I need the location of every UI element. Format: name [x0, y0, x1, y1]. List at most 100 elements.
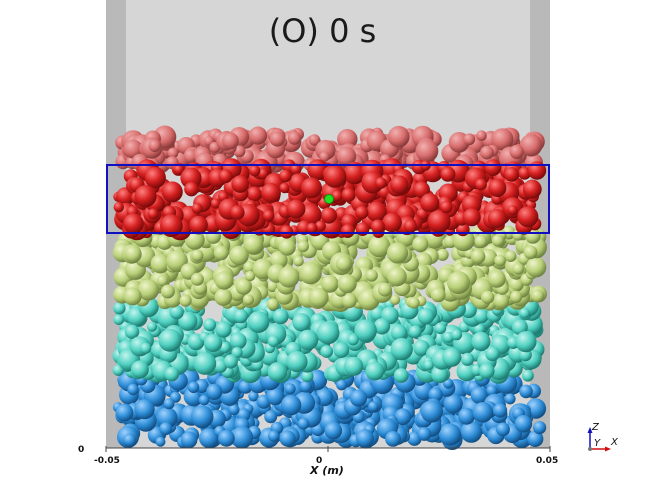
particle — [323, 165, 347, 188]
particle — [180, 431, 198, 449]
particle — [333, 342, 350, 358]
particle — [440, 200, 453, 214]
layer-lime — [112, 224, 547, 312]
particle — [413, 181, 431, 199]
particle — [242, 294, 254, 306]
particle — [458, 407, 475, 425]
particle — [413, 339, 430, 357]
particle — [473, 308, 489, 324]
particle — [229, 332, 247, 350]
particle — [515, 331, 537, 353]
particle — [471, 331, 491, 351]
particle — [292, 313, 311, 332]
particle — [297, 417, 310, 430]
particle — [344, 356, 364, 376]
particle — [509, 290, 523, 303]
particle — [430, 287, 446, 303]
particle — [386, 242, 409, 264]
particle — [173, 164, 184, 175]
particle — [507, 205, 518, 216]
particle-bed — [112, 125, 547, 450]
particle — [123, 433, 137, 447]
particle — [246, 186, 262, 202]
particle — [390, 175, 409, 194]
particle — [144, 167, 166, 189]
particle — [266, 280, 279, 293]
particle — [420, 193, 440, 213]
particle — [514, 415, 533, 433]
particle — [440, 166, 456, 182]
particle — [470, 386, 488, 404]
particle — [456, 361, 477, 382]
particle — [159, 422, 173, 436]
particle — [519, 134, 543, 157]
particle — [394, 408, 412, 426]
particle — [248, 391, 259, 402]
particle — [504, 167, 519, 182]
particle — [299, 262, 322, 285]
particle — [266, 387, 284, 406]
particle — [336, 379, 348, 391]
particle — [365, 269, 378, 282]
particle — [403, 219, 417, 233]
particle — [481, 290, 495, 304]
particle — [301, 370, 314, 383]
frame-title: (O) 0 s — [268, 12, 377, 50]
particle — [496, 422, 510, 437]
particle — [319, 151, 330, 162]
particle — [134, 185, 157, 208]
particle — [485, 346, 500, 362]
particle — [137, 279, 159, 301]
particle — [389, 294, 401, 305]
particle — [223, 354, 238, 369]
particle — [249, 164, 261, 177]
selection-box[interactable] — [106, 164, 550, 234]
center-marker[interactable] — [324, 194, 334, 204]
particle — [123, 287, 142, 306]
particle — [199, 428, 219, 448]
particle — [156, 275, 168, 287]
particle — [293, 255, 304, 267]
particle — [518, 166, 531, 180]
particle — [264, 410, 278, 424]
particle — [341, 188, 356, 202]
particle — [443, 393, 463, 414]
particle — [169, 305, 184, 320]
particle — [163, 398, 175, 410]
particle — [113, 302, 126, 315]
particle — [390, 324, 407, 341]
particle — [113, 202, 125, 213]
particle — [297, 329, 319, 351]
particle — [123, 139, 143, 159]
particle — [522, 179, 542, 199]
particle — [123, 213, 144, 234]
particle — [147, 208, 159, 220]
particle — [301, 177, 322, 199]
particle — [331, 190, 343, 202]
particle — [522, 369, 534, 382]
particle — [134, 399, 155, 420]
particle — [190, 405, 214, 429]
particle — [417, 427, 432, 441]
particle — [442, 347, 462, 367]
x-tick-label-right: 0.05 — [536, 456, 559, 466]
particle — [130, 360, 149, 379]
particle — [523, 245, 538, 260]
particle — [178, 311, 198, 331]
particle — [423, 360, 434, 371]
particle — [269, 131, 285, 147]
particle — [214, 288, 233, 306]
particle — [308, 287, 329, 308]
particle — [525, 257, 547, 278]
particle — [203, 333, 223, 353]
particle — [190, 272, 204, 286]
particle — [278, 238, 296, 256]
particle — [148, 139, 161, 152]
particle — [191, 203, 203, 214]
particle — [306, 222, 318, 234]
layer-red — [113, 158, 547, 241]
particle — [368, 235, 391, 258]
particle — [347, 334, 359, 346]
particle — [164, 366, 180, 382]
